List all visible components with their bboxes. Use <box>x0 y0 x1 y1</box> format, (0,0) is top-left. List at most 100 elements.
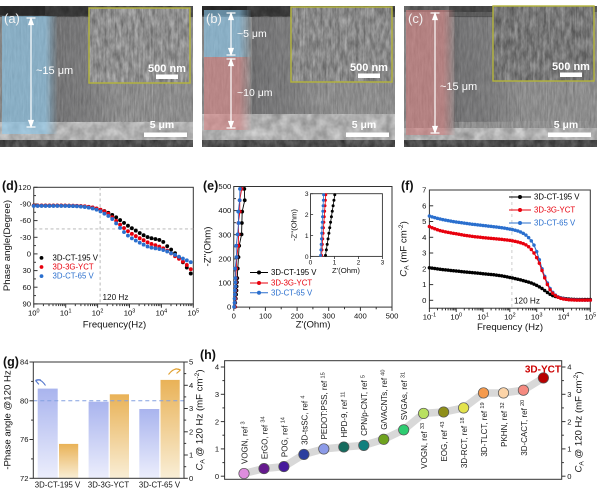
svg-text:0: 0 <box>215 472 219 481</box>
svg-text:84: 84 <box>20 358 28 367</box>
svg-text:(d): (d) <box>2 179 18 193</box>
svg-text:400: 400 <box>354 312 367 321</box>
svg-text:2: 2 <box>215 417 219 426</box>
svg-text:103: 103 <box>531 313 543 322</box>
svg-text:3D-CT-65 V: 3D-CT-65 V <box>139 481 181 490</box>
svg-text:1: 1 <box>333 259 337 266</box>
svg-text:2: 2 <box>189 428 193 437</box>
svg-text:-90: -90 <box>20 200 31 209</box>
svg-text:3: 3 <box>305 191 309 198</box>
svg-text:3: 3 <box>189 404 193 413</box>
svg-text:2: 2 <box>305 212 309 219</box>
svg-text:1: 1 <box>189 451 193 460</box>
svg-text:VOGN, ref 3: VOGN, ref 3 <box>240 421 249 464</box>
svg-text:3D-3G-YCT: 3D-3G-YCT <box>88 481 129 490</box>
svg-text:3: 3 <box>422 249 426 258</box>
svg-text:~5 μm: ~5 μm <box>237 28 267 40</box>
svg-text:4: 4 <box>422 233 427 242</box>
svg-text:120 Hz: 120 Hz <box>103 293 129 302</box>
svg-text:ErGO, ref 34: ErGO, ref 34 <box>260 416 269 459</box>
svg-text:Frequency (Hz): Frequency (Hz) <box>477 322 543 333</box>
svg-text:1: 1 <box>567 445 571 454</box>
svg-text:2: 2 <box>567 417 571 426</box>
svg-text:3D-CT-195 V: 3D-CT-195 V <box>35 481 81 490</box>
svg-text:102: 102 <box>504 313 516 322</box>
svg-text:7: 7 <box>422 186 426 195</box>
svg-text:CA @ 120 Hz (mF cm-2): CA @ 120 Hz (mF cm-2) <box>573 371 586 472</box>
svg-text:0: 0 <box>27 250 31 259</box>
svg-text:-Z''(Ohm): -Z''(Ohm) <box>203 227 214 267</box>
svg-text:3D-CT-195 V: 3D-CT-195 V <box>271 268 317 277</box>
svg-text:200: 200 <box>218 255 231 264</box>
svg-text:4: 4 <box>189 381 193 390</box>
svg-text:3: 3 <box>215 390 219 399</box>
svg-text:SVGAs, ref 31: SVGAs, ref 31 <box>400 372 409 420</box>
svg-text:5 μm: 5 μm <box>554 119 579 131</box>
svg-text:-Phase angle @120 Hz: -Phase angle @120 Hz <box>3 370 14 470</box>
svg-text:76: 76 <box>20 435 28 444</box>
svg-text:-30: -30 <box>20 233 31 242</box>
svg-text:104: 104 <box>156 308 168 317</box>
svg-text:101: 101 <box>477 313 489 322</box>
svg-text:100: 100 <box>450 313 462 322</box>
svg-text:5: 5 <box>422 217 426 226</box>
svg-text:3: 3 <box>567 390 571 399</box>
svg-text:(c): (c) <box>408 11 423 26</box>
svg-text:3D-CT-65 V: 3D-CT-65 V <box>53 272 95 281</box>
svg-text:CPN/p-CNT, ref 5: CPN/p-CNT, ref 5 <box>360 375 369 436</box>
svg-text:5 μm: 5 μm <box>352 119 377 131</box>
svg-text:POG, ref 14: POG, ref 14 <box>280 417 289 457</box>
svg-text:3D-RCT, ref 18: 3D-RCT, ref 18 <box>460 417 469 468</box>
svg-text:3D-3G-YCT: 3D-3G-YCT <box>271 279 312 288</box>
svg-text:CA @ 120 Hz (mF cm-2): CA @ 120 Hz (mF cm-2) <box>194 369 207 470</box>
svg-text:HPD-9, ref 11: HPD-9, ref 11 <box>340 392 349 438</box>
svg-text:90: 90 <box>22 300 31 309</box>
svg-text:Phase angle(Degree): Phase angle(Degree) <box>2 200 13 291</box>
svg-text:(a): (a) <box>4 11 20 26</box>
svg-text:5 μm: 5 μm <box>150 119 175 131</box>
svg-text:CA (mF cm-2): CA (mF cm-2) <box>398 221 411 277</box>
svg-text:500: 500 <box>386 312 399 321</box>
svg-text:104: 104 <box>558 313 570 322</box>
svg-text:500: 500 <box>218 182 231 191</box>
svg-text:2: 2 <box>357 259 361 266</box>
svg-text:3D-tsSC, ref 4: 3D-tsSC, ref 4 <box>300 396 309 445</box>
svg-text:0: 0 <box>422 296 426 305</box>
svg-text:1: 1 <box>215 445 219 454</box>
svg-text:500 nm: 500 nm <box>148 63 186 75</box>
svg-text:3: 3 <box>381 259 385 266</box>
svg-text:(g): (g) <box>3 355 19 369</box>
svg-text:100: 100 <box>218 279 231 288</box>
svg-text:0: 0 <box>309 259 313 266</box>
svg-text:30: 30 <box>22 266 31 275</box>
svg-text:4: 4 <box>567 363 571 372</box>
svg-text:3D-CT-195 V: 3D-CT-195 V <box>53 253 99 262</box>
svg-text:3D-CT-65 V: 3D-CT-65 V <box>534 219 576 228</box>
svg-text:-Z''(Ohm): -Z''(Ohm) <box>290 209 299 241</box>
svg-text:-60: -60 <box>20 216 31 225</box>
svg-text:PKHN, ref 32: PKHN, ref 32 <box>500 402 509 446</box>
svg-text:6: 6 <box>422 201 426 210</box>
svg-text:300: 300 <box>218 230 231 239</box>
svg-text:0: 0 <box>189 474 193 483</box>
svg-text:101: 101 <box>60 308 72 317</box>
svg-text:72: 72 <box>20 474 28 483</box>
svg-text:~15 μm: ~15 μm <box>36 65 73 77</box>
svg-text:Z'(Ohm): Z'(Ohm) <box>332 266 360 275</box>
svg-text:500 nm: 500 nm <box>552 61 590 73</box>
svg-text:3D-CACT, ref 20: 3D-CACT, ref 20 <box>520 400 529 456</box>
svg-text:60: 60 <box>22 283 31 292</box>
svg-text:80: 80 <box>20 397 28 406</box>
svg-text:(h): (h) <box>200 348 216 362</box>
svg-text:0: 0 <box>232 312 236 321</box>
svg-text:Z'(Ohm): Z'(Ohm) <box>296 320 331 331</box>
svg-text:(e): (e) <box>203 179 218 193</box>
svg-text:3D-CT-65 V: 3D-CT-65 V <box>271 288 313 297</box>
svg-text:105: 105 <box>585 313 597 322</box>
svg-text:EOG, ref 43: EOG, ref 43 <box>440 422 449 462</box>
svg-text:200: 200 <box>291 312 304 321</box>
svg-text:Frequency(Hz): Frequency(Hz) <box>83 320 146 331</box>
svg-text:0: 0 <box>567 472 571 481</box>
svg-text:120 Hz: 120 Hz <box>514 297 540 306</box>
svg-text:3D-3G-YCT: 3D-3G-YCT <box>534 206 575 215</box>
